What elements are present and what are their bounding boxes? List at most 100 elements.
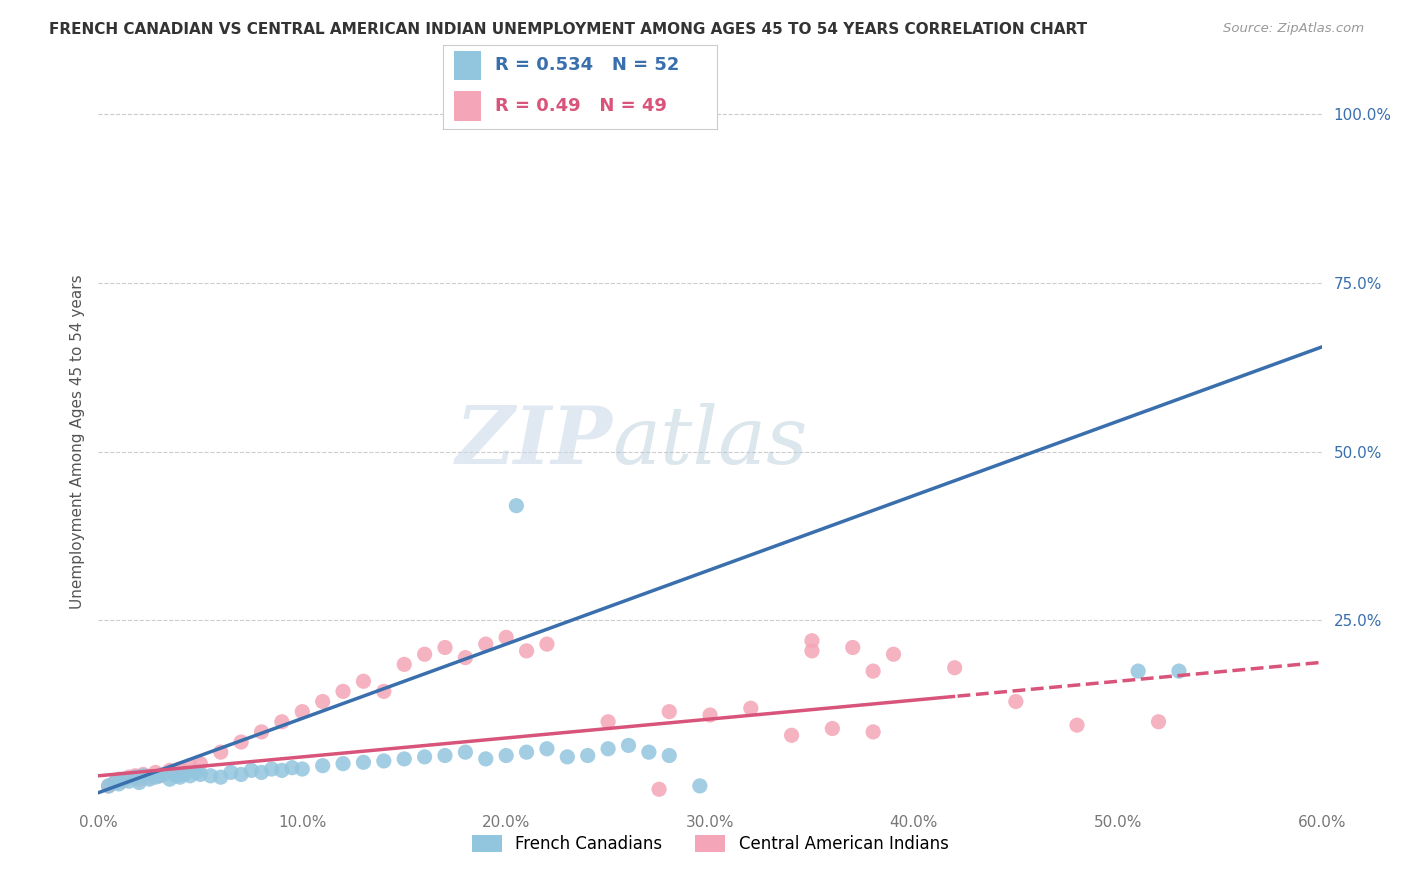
Point [352,756,374,770]
Bar [454,91,481,120]
Point [598,741,620,756]
Point [291,705,314,719]
Point [250,725,273,739]
Point [138,770,160,784]
Point [145,770,167,784]
Point [124,769,146,783]
Point [740,701,762,715]
Point [209,770,232,784]
Point [270,764,294,778]
Text: ZIP: ZIP [456,403,612,480]
Point [149,769,172,783]
Point [780,728,803,742]
Point [169,762,191,776]
Point [801,633,824,648]
Point [862,725,884,739]
Point [97,779,120,793]
Point [200,769,222,783]
Point [598,714,620,729]
Point [648,782,671,797]
Point [1066,718,1088,732]
Point [209,745,232,759]
Point [505,499,527,513]
Point [132,767,155,781]
Point [862,664,884,678]
Point [1147,714,1170,729]
Legend: French Canadians, Central American Indians: French Canadians, Central American India… [465,828,955,860]
Point [841,640,863,655]
Point [536,637,558,651]
Point [128,775,150,789]
Point [128,772,150,787]
Point [434,640,457,655]
Point [179,769,201,783]
Y-axis label: Unemployment Among Ages 45 to 54 years: Unemployment Among Ages 45 to 54 years [69,274,84,609]
Point [291,762,314,776]
Point [108,777,131,791]
Point [188,767,212,781]
Point [516,745,538,759]
Point [173,767,195,781]
Point [1167,664,1189,678]
Point [165,769,187,783]
Point [104,775,127,789]
Point [699,708,721,723]
Point [260,762,283,776]
Text: R = 0.49   N = 49: R = 0.49 N = 49 [495,96,666,114]
Point [281,761,304,775]
Point [617,739,640,753]
Point [637,745,661,759]
Point [312,694,335,708]
Point [118,774,141,789]
Point [392,752,416,766]
Point [270,714,294,729]
Point [149,769,172,783]
Point [413,647,436,661]
Point [111,772,134,787]
Point [821,722,844,736]
Text: R = 0.534   N = 52: R = 0.534 N = 52 [495,56,679,74]
Point [474,637,498,651]
Point [801,644,824,658]
Point [454,650,477,665]
Point [454,745,477,759]
Point [124,770,146,784]
Point [240,764,263,778]
Text: atlas: atlas [612,403,807,480]
Point [658,705,681,719]
Point [145,765,167,780]
Point [332,756,354,771]
Point [332,684,354,698]
Point [576,748,599,763]
Point [516,644,538,658]
Point [312,758,335,772]
Point [231,735,253,749]
Point [883,647,905,661]
Point [108,772,131,787]
Point [169,770,191,784]
Point [434,748,457,763]
Point [413,750,436,764]
Text: Source: ZipAtlas.com: Source: ZipAtlas.com [1223,22,1364,36]
Point [138,772,160,787]
Point [373,684,395,698]
Point [159,764,181,778]
Point [689,779,711,793]
Point [373,754,395,768]
Point [250,765,273,780]
Point [474,752,498,766]
Point [536,741,558,756]
Point [495,631,517,645]
Point [495,748,517,763]
Point [188,756,212,771]
Point [392,657,416,672]
Point [159,772,181,787]
Bar [454,51,481,80]
Point [111,774,134,789]
Point [1004,694,1026,708]
Point [152,767,174,781]
Point [132,769,155,783]
Point [658,748,681,763]
Point [943,661,966,675]
Point [231,767,253,781]
